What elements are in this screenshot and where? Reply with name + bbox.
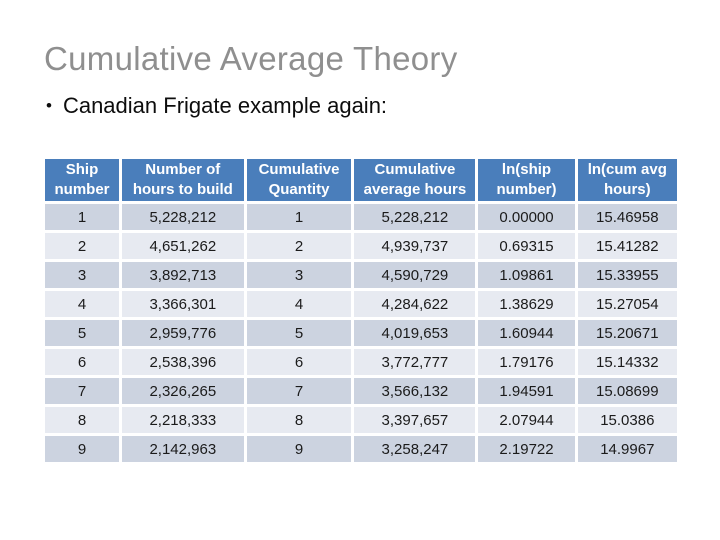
table-row: 7 2,326,265 7 3,566,132 1.94591 15.08699	[45, 378, 677, 404]
column-header: ln(ship number)	[478, 159, 575, 201]
table-cell: 6	[246, 349, 352, 375]
table-cell: 7	[45, 378, 120, 404]
table-cell: 1.60944	[478, 320, 575, 346]
table-cell: 4,939,737	[354, 233, 476, 259]
table-cell: 0.00000	[478, 204, 575, 230]
table-cell: 0.69315	[478, 233, 575, 259]
table-cell: 3,566,132	[354, 378, 476, 404]
table-row: 4 3,366,301 4 4,284,622 1.38629 15.27054	[45, 291, 677, 317]
table-row: 8 2,218,333 8 3,397,657 2.07944 15.0386	[45, 407, 677, 433]
table-cell: 5,228,212	[354, 204, 476, 230]
table-row: 6 2,538,396 6 3,772,777 1.79176 15.14332	[45, 349, 677, 375]
table-row: 1 5,228,212 1 5,228,212 0.00000 15.46958	[45, 204, 677, 230]
table-cell: 9	[45, 436, 120, 462]
table-cell: 9	[246, 436, 352, 462]
table-cell: 15.41282	[577, 233, 677, 259]
table-cell: 1.94591	[478, 378, 575, 404]
table-row: 5 2,959,776 5 4,019,653 1.60944 15.20671	[45, 320, 677, 346]
table-cell: 3	[45, 262, 120, 288]
table-cell: 3,258,247	[354, 436, 476, 462]
table-cell: 2,326,265	[122, 378, 244, 404]
column-header: Number of hours to build	[122, 159, 244, 201]
table-cell: 5	[246, 320, 352, 346]
table-cell: 5,228,212	[122, 204, 244, 230]
column-header: Cumulative average hours	[354, 159, 476, 201]
table-cell: 6	[45, 349, 120, 375]
column-header: ln(cum avg hours)	[577, 159, 677, 201]
table-cell: 2,142,963	[122, 436, 244, 462]
table-cell: 5	[45, 320, 120, 346]
table-cell: 3	[246, 262, 352, 288]
table-header-row: Ship number Number of hours to build Cumul…	[45, 159, 677, 201]
table-cell: 15.27054	[577, 291, 677, 317]
table-cell: 2	[45, 233, 120, 259]
table-cell: 4,651,262	[122, 233, 244, 259]
table-cell: 1.79176	[478, 349, 575, 375]
bullet-item: • Canadian Frigate example again:	[46, 93, 387, 119]
column-header: Cumulative Quantity	[246, 159, 352, 201]
bullet-glyph: •	[46, 96, 52, 115]
table-cell: 15.14332	[577, 349, 677, 375]
table-cell: 3,892,713	[122, 262, 244, 288]
column-header: Ship number	[45, 159, 120, 201]
table-cell: 7	[246, 378, 352, 404]
table-cell: 4	[45, 291, 120, 317]
table-cell: 1.38629	[478, 291, 575, 317]
table-row: 2 4,651,262 2 4,939,737 0.69315 15.41282	[45, 233, 677, 259]
table-cell: 1	[246, 204, 352, 230]
table-cell: 2,959,776	[122, 320, 244, 346]
table-cell: 4,590,729	[354, 262, 476, 288]
table-cell: 15.0386	[577, 407, 677, 433]
table-cell: 2,538,396	[122, 349, 244, 375]
page-title: Cumulative Average Theory	[44, 40, 458, 77]
table-cell: 4	[246, 291, 352, 317]
table-cell: 8	[45, 407, 120, 433]
table-cell: 14.9967	[577, 436, 677, 462]
table-body: 1 5,228,212 1 5,228,212 0.00000 15.46958 2 4,65…	[45, 204, 677, 462]
table-cell: 15.33955	[577, 262, 677, 288]
table-cell: 1	[45, 204, 120, 230]
table-cell: 15.08699	[577, 378, 677, 404]
table-cell: 3,772,777	[354, 349, 476, 375]
table-cell: 2.07944	[478, 407, 575, 433]
data-table: Ship number Number of hours to build Cumul…	[42, 156, 680, 465]
bullet-text: Canadian Frigate example again:	[62, 93, 388, 118]
table-cell: 2.19722	[478, 436, 575, 462]
table-cell: 3,366,301	[122, 291, 244, 317]
table-row: 3 3,892,713 3 4,590,729 1.09861 15.33955	[45, 262, 677, 288]
table-cell: 1.09861	[478, 262, 575, 288]
table-cell: 4,019,653	[354, 320, 476, 346]
table-row: 9 2,142,963 9 3,258,247 2.19722 14.9967	[45, 436, 677, 462]
table-cell: 2,218,333	[122, 407, 244, 433]
table-cell: 2	[246, 233, 352, 259]
table-cell: 3,397,657	[354, 407, 476, 433]
table-cell: 8	[246, 407, 352, 433]
table-cell: 15.46958	[577, 204, 677, 230]
table-cell: 15.20671	[577, 320, 677, 346]
table-cell: 4,284,622	[354, 291, 476, 317]
